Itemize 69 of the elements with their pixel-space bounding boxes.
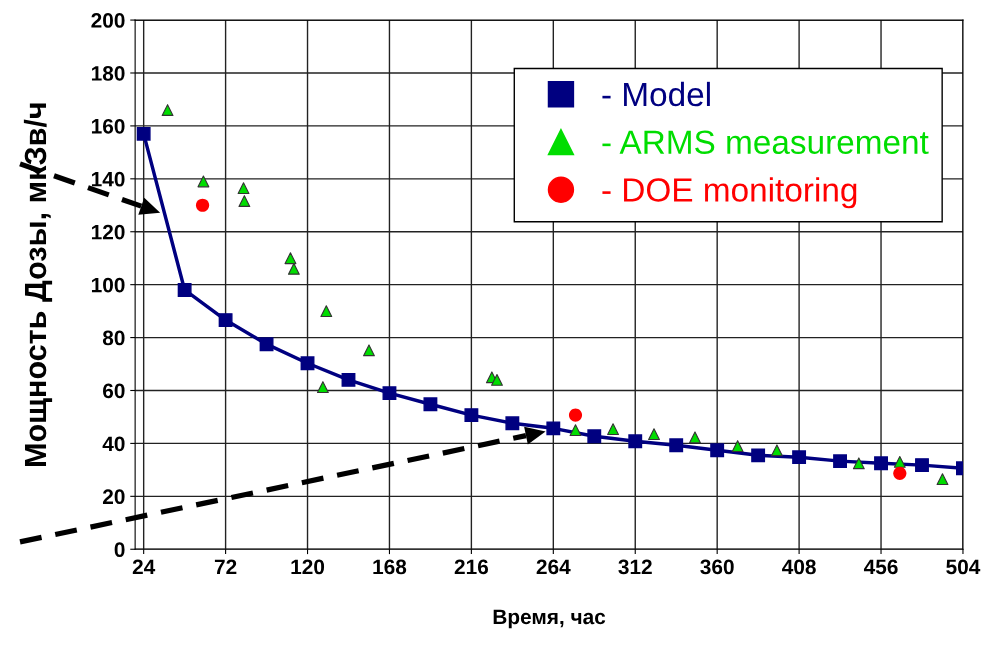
x-tick-label: 360 [700,559,734,575]
point [423,397,438,412]
point [792,450,807,465]
point [546,421,561,436]
y-tick-label: 40 [102,436,125,452]
point [936,473,949,486]
point [751,448,766,463]
point [915,458,929,473]
point [607,423,619,436]
y-tick-label: 120 [91,224,125,240]
point [287,262,300,275]
point [195,198,210,212]
x-axis-title: Время, час [493,609,606,629]
x-tick-label: 312 [618,559,652,575]
y-tick-label: 140 [91,171,125,187]
point [587,429,602,444]
x-tick-label: 504 [946,559,981,575]
point [177,283,192,297]
y-tick-label: 200 [91,13,125,28]
point [874,456,888,471]
point [284,252,297,265]
point [197,175,210,188]
y-tick-label: 160 [91,118,125,134]
y-tick-label: 0 [114,542,125,557]
point [491,373,503,386]
point [237,182,250,195]
point [218,313,233,328]
y-tick-label: 180 [91,65,125,81]
point [464,408,479,423]
point [505,416,520,431]
point [710,443,725,458]
x-tick-label: 168 [373,559,407,575]
point [568,408,583,422]
point [382,386,397,401]
point [569,424,582,437]
y-tick-label: 60 [103,383,125,399]
x-tick-label: 24 [132,559,156,575]
point [363,344,375,357]
y-axis-title: Мощность Дозы, мкЗв/ч [23,103,53,466]
x-tick-label: 72 [214,559,237,575]
point [238,195,251,207]
x-tick-label: 408 [782,559,816,575]
point [731,440,744,452]
point [259,337,274,352]
point [648,428,660,441]
y-tick-label: 80 [102,330,125,346]
point [893,466,907,480]
x-tick-label: 216 [454,559,489,575]
point [770,444,783,457]
point [669,438,684,453]
legend-label: - Model [602,81,710,107]
point [316,381,329,393]
point [300,356,315,371]
point [833,454,848,469]
legend-label: - DOE monitoring [602,177,857,209]
point [689,431,701,444]
point [161,104,174,116]
point [341,372,356,387]
x-tick-label: 120 [291,559,325,575]
point [852,457,865,470]
point [136,126,151,141]
x-tick-label: 456 [863,559,898,575]
point [320,305,333,318]
y-tick-label: 100 [91,277,125,293]
y-tick-label: 20 [102,489,125,505]
point [628,434,643,449]
legend-label: - ARMS measurement [602,130,929,155]
x-tick-label: 264 [536,559,571,575]
point [893,456,906,468]
